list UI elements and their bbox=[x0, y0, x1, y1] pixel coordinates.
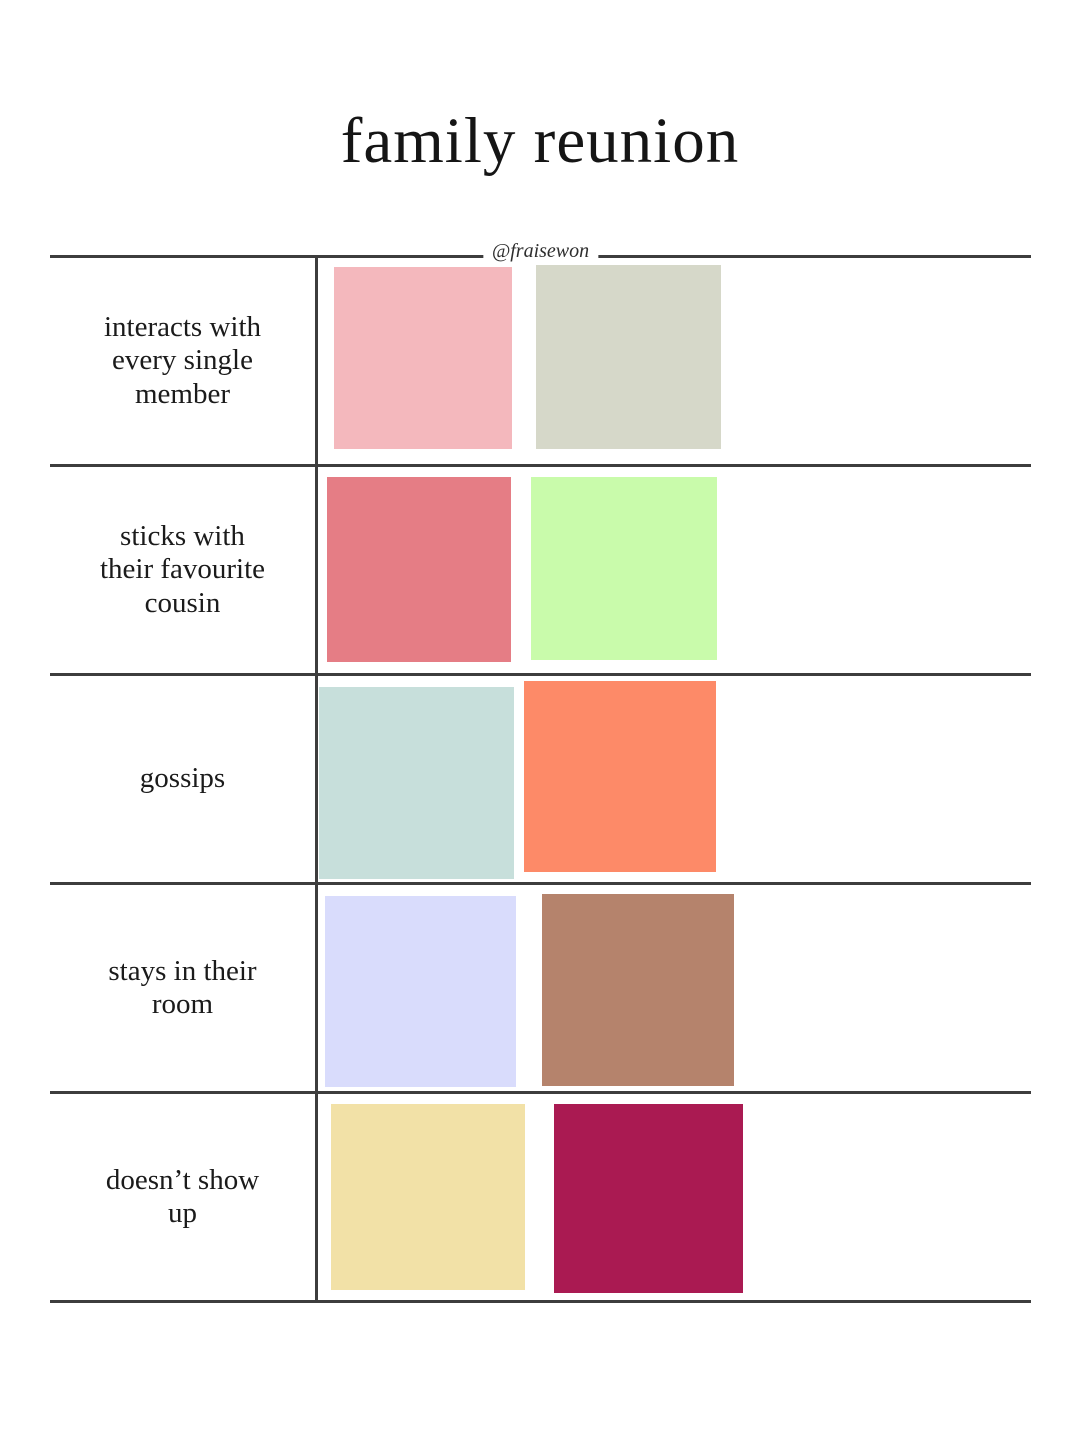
table-rows: interacts with every single member stick… bbox=[50, 255, 1031, 1303]
row-label: stays in their room bbox=[50, 885, 318, 1091]
color-swatch bbox=[319, 687, 514, 879]
watermark-credit: @fraisewon bbox=[482, 240, 599, 263]
color-swatch bbox=[536, 265, 721, 449]
page-title: family reunion bbox=[340, 105, 740, 177]
swatch-cell bbox=[318, 1094, 1031, 1300]
table-row: stays in their room bbox=[50, 882, 1031, 1091]
color-swatch bbox=[325, 896, 516, 1087]
color-swatch bbox=[542, 894, 734, 1086]
table-row: interacts with every single member bbox=[50, 255, 1031, 464]
color-swatch bbox=[531, 477, 717, 660]
table-row: gossips bbox=[50, 673, 1031, 882]
color-swatch bbox=[554, 1104, 743, 1293]
swatch-cell bbox=[318, 885, 1031, 1091]
color-swatch bbox=[334, 267, 512, 449]
color-swatch bbox=[524, 681, 716, 872]
swatch-cell bbox=[318, 258, 1031, 464]
row-label: interacts with every single member bbox=[50, 258, 318, 464]
row-label: gossips bbox=[50, 676, 318, 882]
color-swatch bbox=[331, 1104, 525, 1290]
reunion-table: @fraisewon interacts with every single m… bbox=[50, 240, 1031, 1303]
swatch-cell bbox=[318, 467, 1031, 673]
color-swatch bbox=[327, 477, 511, 662]
table-row: doesn’t show up bbox=[50, 1091, 1031, 1300]
row-label: sticks with their favourite cousin bbox=[50, 467, 318, 673]
table-row: sticks with their favourite cousin bbox=[50, 464, 1031, 673]
row-label: doesn’t show up bbox=[50, 1094, 318, 1300]
swatch-cell bbox=[318, 676, 1031, 882]
